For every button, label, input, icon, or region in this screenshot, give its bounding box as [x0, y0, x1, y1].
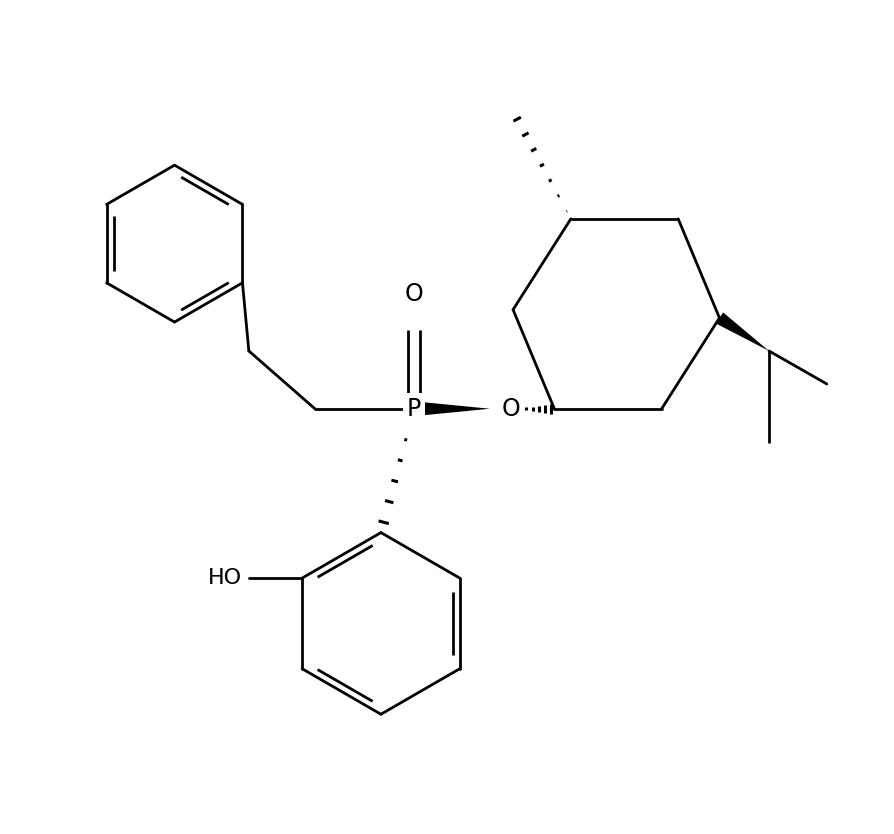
- Text: HO: HO: [208, 568, 242, 588]
- Text: O: O: [502, 397, 521, 420]
- Polygon shape: [414, 401, 490, 416]
- Text: P: P: [407, 397, 421, 420]
- Polygon shape: [716, 313, 769, 351]
- Text: O: O: [405, 282, 424, 305]
